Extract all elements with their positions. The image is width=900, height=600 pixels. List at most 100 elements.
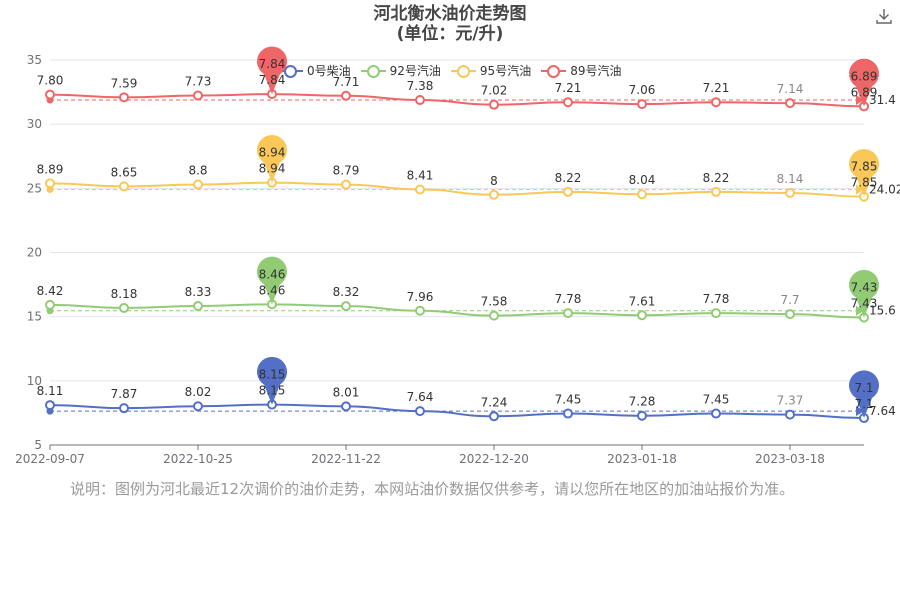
data-point bbox=[415, 184, 425, 195]
min-pin bbox=[849, 58, 879, 107]
data-label: 8.02 bbox=[185, 385, 212, 399]
chart-legend: 0号柴油 92号汽油 95号汽油 89号汽油 bbox=[278, 62, 621, 79]
min-pin-label: 7.1 bbox=[854, 381, 873, 395]
data-point bbox=[415, 406, 425, 417]
max-pin-label: 8.94 bbox=[259, 146, 286, 160]
legend-item[interactable]: 0号柴油 bbox=[278, 62, 351, 79]
min-pin-label: 6.89 bbox=[851, 69, 878, 83]
data-point bbox=[711, 408, 721, 419]
data-point bbox=[489, 411, 499, 422]
data-label: 7.84 bbox=[259, 73, 286, 87]
y-tick-label: 5 bbox=[34, 438, 42, 452]
series-line bbox=[49, 303, 865, 319]
data-label: 8.04 bbox=[629, 173, 656, 187]
data-label: 8.89 bbox=[37, 162, 64, 176]
data-point bbox=[341, 401, 351, 412]
data-label: 8.33 bbox=[185, 285, 212, 299]
y-tick-label: 20 bbox=[27, 246, 42, 260]
average-label: 24.02 bbox=[869, 182, 900, 196]
data-label: 7.24 bbox=[481, 395, 508, 409]
data-label: 8.46 bbox=[259, 283, 286, 297]
max-pin bbox=[257, 46, 288, 95]
average-label: 15.6 bbox=[869, 304, 896, 318]
data-label: 7.73 bbox=[185, 75, 212, 89]
data-point bbox=[785, 98, 795, 109]
data-label: 7.45 bbox=[703, 393, 730, 407]
max-pin bbox=[257, 356, 288, 405]
chart-subtitle: (单位：元/升) bbox=[396, 24, 504, 44]
data-point bbox=[193, 401, 203, 412]
legend-item[interactable]: 95号汽油 bbox=[450, 62, 532, 79]
y-tick-label: 35 bbox=[27, 53, 42, 67]
data-label: 7.02 bbox=[481, 84, 508, 98]
data-label: 8.11 bbox=[37, 384, 64, 398]
data-point bbox=[341, 90, 351, 101]
data-label: 7.64 bbox=[407, 390, 434, 404]
average-line-arrow bbox=[856, 406, 864, 417]
legend-item[interactable]: 92号汽油 bbox=[360, 62, 441, 79]
data-label: 7.80 bbox=[37, 74, 64, 88]
average-label: 7.64 bbox=[869, 404, 896, 418]
data-point bbox=[785, 187, 795, 198]
y-tick-label: 30 bbox=[27, 117, 42, 131]
x-tick-label: 2023-01-18 bbox=[607, 452, 677, 466]
data-label: 6.89 bbox=[851, 85, 878, 99]
legend-item[interactable]: 89号汽油 bbox=[541, 62, 621, 79]
data-point bbox=[119, 302, 129, 313]
data-label: 8.15 bbox=[259, 384, 286, 398]
data-label: 7.45 bbox=[555, 393, 582, 407]
download-icon[interactable] bbox=[874, 6, 894, 26]
data-label: 8.18 bbox=[111, 287, 138, 301]
max-pin-label: 7.84 bbox=[259, 57, 286, 71]
data-point bbox=[637, 310, 647, 321]
data-label: 7.59 bbox=[111, 76, 138, 90]
x-tick-label: 2022-11-22 bbox=[311, 452, 381, 466]
average-line-arrow bbox=[856, 305, 864, 316]
x-tick-label: 2022-12-20 bbox=[459, 452, 529, 466]
data-point bbox=[711, 308, 721, 319]
max-pin bbox=[257, 256, 288, 305]
data-point bbox=[119, 92, 129, 103]
data-point bbox=[489, 99, 499, 110]
data-point bbox=[193, 301, 203, 312]
data-label: 7.14 bbox=[777, 82, 804, 96]
data-point bbox=[637, 410, 647, 421]
data-point bbox=[119, 403, 129, 414]
legend-label: 89号汽油 bbox=[570, 64, 622, 78]
data-label: 8.14 bbox=[777, 172, 804, 186]
y-tick-label: 25 bbox=[27, 181, 42, 195]
data-label: 8.41 bbox=[407, 168, 434, 182]
data-label: 8 bbox=[490, 174, 498, 188]
data-label: 8.01 bbox=[333, 385, 360, 399]
legend-label: 95号汽油 bbox=[479, 64, 532, 78]
data-point bbox=[45, 178, 55, 189]
data-label: 8.94 bbox=[259, 162, 286, 176]
data-point bbox=[563, 308, 573, 319]
data-label: 8.32 bbox=[333, 285, 360, 299]
chart-title-text: 河北衡水油价走势图 bbox=[373, 4, 527, 24]
disclaimer-note: 说明：图例为河北最近12次调价的油价走势，本网站油价数据仅供参考，请以您所在地区… bbox=[70, 480, 795, 498]
min-pin-label: 7.43 bbox=[851, 281, 878, 295]
line-chart: 5 10 15 20 25 30 35 2022-09-07 2022-10-25 2022-11… bbox=[15, 46, 900, 466]
data-point bbox=[489, 189, 499, 200]
data-point bbox=[785, 309, 795, 320]
series-0 bbox=[45, 356, 879, 424]
x-tick-label: 2022-09-07 bbox=[15, 452, 85, 466]
data-label: 7.78 bbox=[703, 292, 730, 306]
data-label: 7.37 bbox=[777, 394, 804, 408]
data-label: 7.21 bbox=[703, 81, 730, 95]
series-2 bbox=[45, 134, 879, 202]
data-label: 7.96 bbox=[407, 290, 434, 304]
max-pin-label: 8.46 bbox=[259, 267, 286, 281]
data-point bbox=[785, 409, 795, 420]
min-pin bbox=[849, 370, 879, 419]
chart-title: 河北衡水油价走势图 (单位：元/升) bbox=[0, 4, 900, 44]
data-point bbox=[637, 99, 647, 110]
data-point bbox=[45, 299, 55, 310]
data-point bbox=[563, 186, 573, 197]
data-label: 7.43 bbox=[851, 297, 878, 311]
max-pin bbox=[257, 134, 288, 183]
min-pin-label: 7.85 bbox=[851, 160, 878, 174]
average-line-arrow bbox=[856, 184, 864, 195]
series-3 bbox=[45, 46, 879, 112]
